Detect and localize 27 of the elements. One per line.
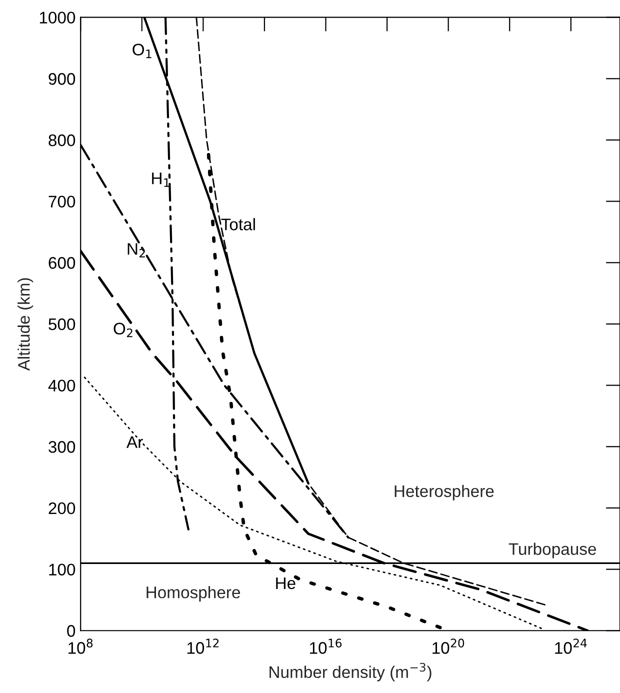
y-tick-label: 100 xyxy=(49,564,76,576)
series-label: Total xyxy=(221,218,255,230)
y-tick-label: 200 xyxy=(48,502,76,514)
annotation: Homosphere xyxy=(146,586,240,602)
x-tick-label: 10$^{8}$ xyxy=(68,638,93,654)
y-tick-label: 800 xyxy=(48,134,76,146)
x-tick-label: 10$^{24}$ xyxy=(555,638,587,654)
y-axis-title: Altitude (km) xyxy=(18,278,34,371)
x-tick-label: 10$^{12}$ xyxy=(187,638,219,654)
x-tick-label: 10$^{16}$ xyxy=(310,638,342,654)
y-tick-label: 400 xyxy=(48,380,76,392)
y-tick-label: 500 xyxy=(48,318,76,330)
y-tick-label: 1000 xyxy=(40,12,76,24)
legend-label: O$_{1}$ xyxy=(132,44,152,58)
series-label: H$_{1}$ xyxy=(152,172,170,187)
y-tick-label: 900 xyxy=(48,73,76,85)
y-tick-label: 600 xyxy=(48,257,76,269)
series-label: Ar xyxy=(126,436,143,448)
y-tick-label: 700 xyxy=(48,196,76,208)
y-tick-label: 300 xyxy=(48,441,76,453)
annotation: Heterosphere xyxy=(394,484,494,500)
y-tick-label: 0 xyxy=(67,625,76,637)
series-label: O$_{2}$ xyxy=(114,322,132,338)
series-label: He xyxy=(276,577,296,590)
x-tick-label: 10$^{20}$ xyxy=(432,638,464,654)
x-axis-title: Number density (m$^{−3}$) xyxy=(270,662,432,682)
ref-line-label: Turbopause xyxy=(508,542,596,558)
